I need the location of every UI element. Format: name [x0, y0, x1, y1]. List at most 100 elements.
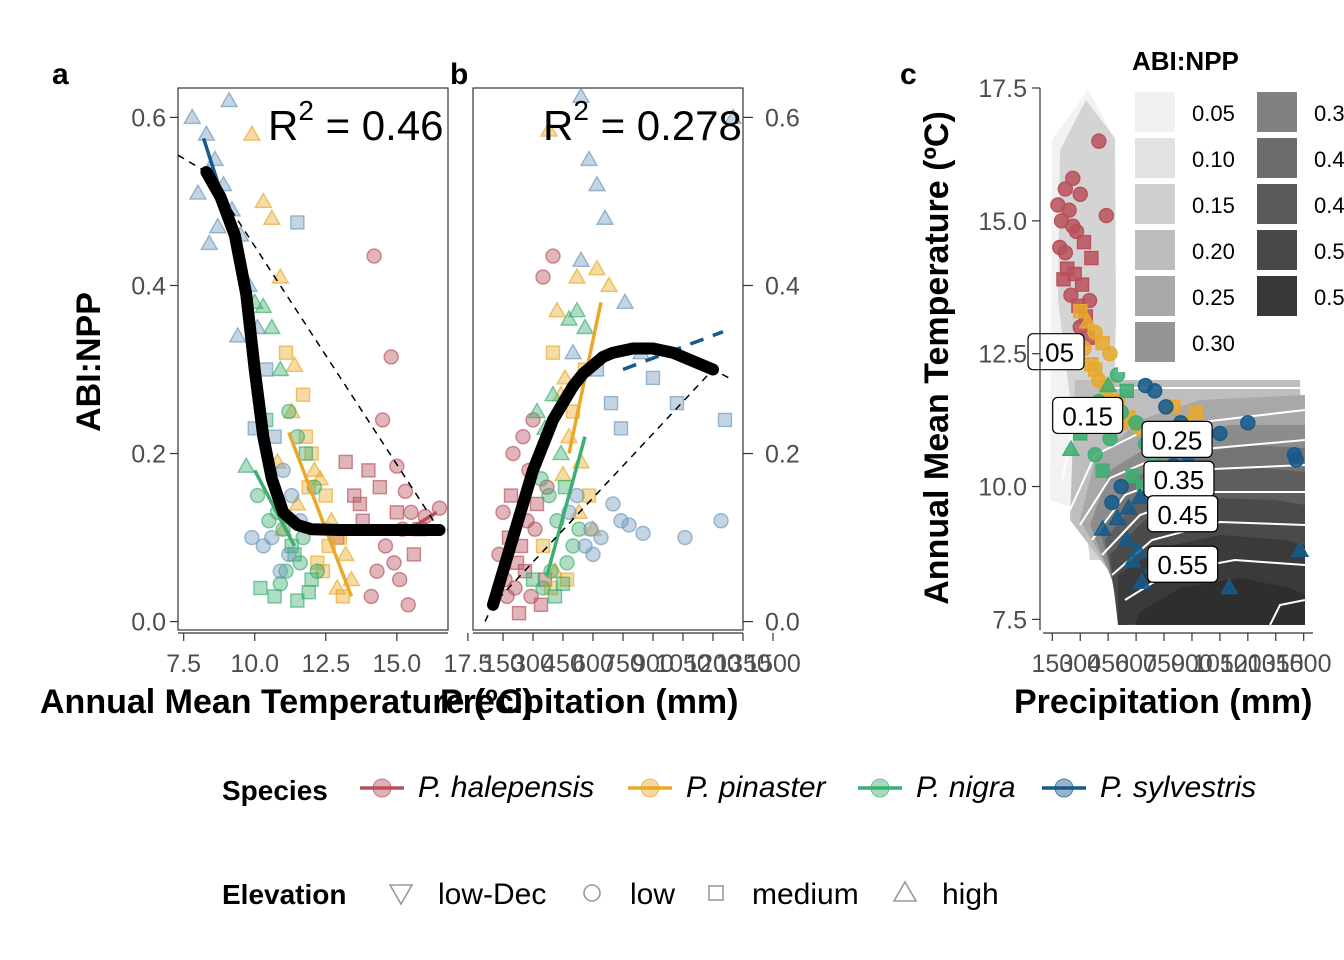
y-tick-label: 0.0	[765, 609, 800, 637]
panel-label-c: c	[900, 58, 917, 91]
data-point	[261, 513, 277, 529]
legend-key	[1257, 184, 1297, 224]
panel-b-frame	[472, 87, 744, 631]
data-point	[615, 292, 635, 309]
legend-key	[1135, 184, 1175, 224]
data-point	[539, 120, 559, 137]
data-point	[1147, 383, 1163, 399]
legend-key	[1257, 230, 1297, 270]
data-point	[545, 248, 561, 264]
y-tick-label: 0.6	[131, 104, 166, 132]
data-point	[1074, 277, 1090, 292]
data-point	[1113, 478, 1129, 495]
data-point	[305, 460, 324, 478]
data-point	[1104, 494, 1120, 511]
data-point	[511, 605, 527, 621]
data-point	[283, 487, 300, 504]
x-tick-label: 1200	[1220, 650, 1276, 678]
contour-label: 0.55	[1157, 550, 1208, 580]
data-point	[555, 576, 571, 591]
panel-c-y-axis: 7.5 10.0 12.5 15.0 17.5	[978, 75, 1041, 634]
data-point	[1061, 202, 1077, 218]
species-legend: Species P. halepensis P. pinaster P. nigra…	[222, 771, 1256, 806]
data-point	[310, 555, 325, 570]
x-tick-label: 1350	[715, 650, 771, 678]
data-point	[197, 124, 216, 141]
data-point	[281, 546, 297, 563]
legend-key-label: 0.4	[1314, 193, 1344, 218]
legend-key-label: 0.15	[1192, 193, 1235, 218]
legend-key-label: 0.30	[1192, 331, 1235, 356]
panel-a: 7.5 10.0 12.5 15.0 17.5 0.0 0.2 0.4 0.6 R2 = 0.…	[40, 87, 534, 721]
x-tick-label: 600	[1115, 650, 1157, 678]
data-point	[603, 395, 619, 411]
data-point	[543, 580, 559, 596]
data-point	[352, 496, 368, 512]
legend-key	[1135, 322, 1175, 362]
global-fit-line	[200, 166, 446, 536]
species-legend-marker	[372, 778, 392, 798]
data-point	[1119, 383, 1134, 399]
data-point	[559, 555, 575, 571]
data-point	[1128, 415, 1144, 431]
panel-a-fits	[178, 137, 448, 598]
x-tick-label: 900	[632, 650, 674, 678]
data-point	[1102, 345, 1118, 362]
contour-line	[1069, 409, 1306, 511]
data-point	[713, 513, 729, 529]
data-point	[278, 345, 294, 360]
legend-key-label: 0.3	[1314, 101, 1344, 126]
data-point	[292, 555, 308, 571]
data-point	[1119, 498, 1138, 515]
y-tick-label: 17.5	[978, 75, 1027, 103]
data-point	[669, 395, 685, 411]
panel-a-x-axis: 7.5 10.0 12.5 15.0 17.5	[166, 632, 492, 678]
data-point	[1123, 551, 1142, 568]
data-point	[219, 91, 239, 108]
panel-c-ylabel: Annual Mean Temperature (ºC)	[918, 111, 956, 605]
data-point	[563, 343, 583, 360]
contour-label-box	[1141, 420, 1213, 458]
data-point	[621, 517, 637, 533]
data-point	[1061, 439, 1081, 457]
legend-key	[1135, 230, 1175, 270]
legend-key	[1135, 138, 1175, 178]
data-point	[515, 429, 531, 445]
y-tick-label: 7.5	[992, 606, 1027, 634]
legend-key	[1257, 276, 1297, 316]
species-fit-line	[545, 436, 587, 576]
data-point	[1065, 170, 1081, 187]
data-point	[347, 488, 362, 503]
data-point	[1087, 446, 1103, 463]
legend-key	[1135, 276, 1175, 316]
data-point	[271, 360, 290, 377]
contour-label: 0.25	[1152, 425, 1203, 455]
data-point	[386, 555, 402, 571]
data-point	[377, 538, 394, 554]
data-point	[553, 465, 573, 482]
data-point	[244, 529, 260, 546]
y-tick-label: 0.6	[765, 104, 800, 132]
data-point	[645, 370, 661, 386]
data-point	[1098, 207, 1115, 224]
x-tick-label: 10.0	[230, 650, 279, 678]
panel-a-r2: R2 = 0.46	[268, 95, 444, 149]
x-tick-label: 1050	[1192, 650, 1248, 678]
data-point	[535, 269, 551, 285]
data-point	[298, 446, 314, 461]
panel-label-a: a	[52, 58, 69, 91]
data-point	[310, 469, 330, 486]
data-point	[535, 580, 551, 596]
global-fit-line	[487, 342, 719, 611]
data-point	[723, 107, 743, 125]
x-tick-label: 600	[572, 650, 614, 678]
data-point	[559, 572, 575, 587]
data-point	[309, 563, 325, 579]
data-point	[545, 345, 561, 360]
data-point	[551, 444, 571, 461]
contour-label-box	[1147, 545, 1219, 583]
data-point	[595, 208, 615, 225]
x-tick-label: 450	[542, 650, 584, 678]
data-point	[228, 326, 247, 343]
